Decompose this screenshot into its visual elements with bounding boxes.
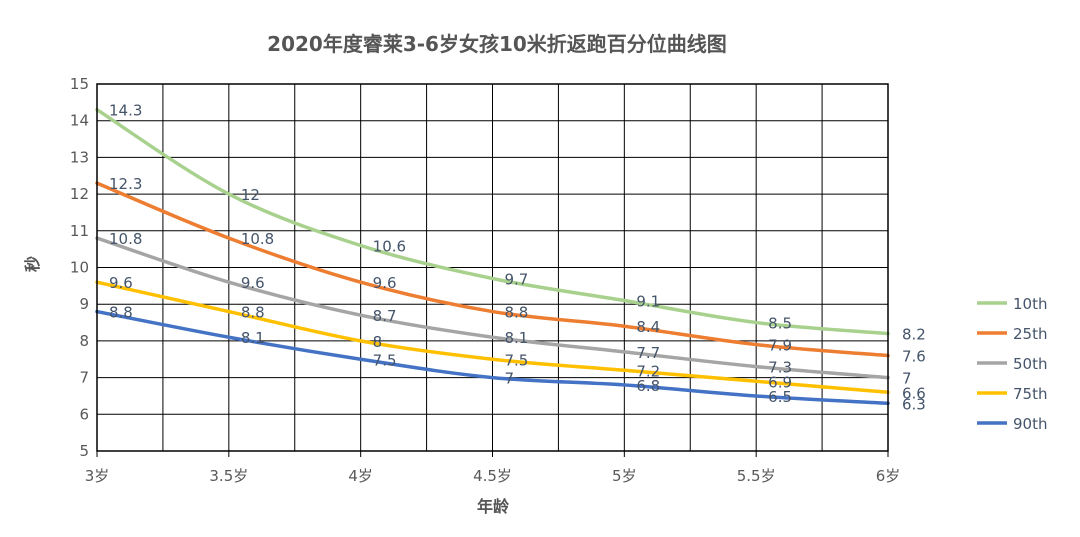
axes: 5 6 7 8 9 10 11 12 13 14 15 3岁 3.5岁 4岁 4.5岁 5岁 5.5岁 6岁 [70, 75, 900, 485]
x-tick-label: 6岁 [876, 467, 901, 485]
data-label: 10.8 [241, 230, 274, 248]
series-line-75th [95, 280, 890, 395]
y-tick-label: 9 [79, 295, 89, 313]
legend-label: 25th [1013, 325, 1047, 343]
x-tick-label: 3岁 [85, 467, 110, 485]
data-label: 14.3 [109, 102, 142, 120]
data-label: 6.3 [902, 395, 926, 413]
x-axis-title: 年龄 [477, 497, 510, 516]
data-label: 9.1 [636, 293, 660, 311]
y-tick-label: 5 [79, 442, 89, 460]
data-label: 7.9 [768, 337, 792, 355]
data-label: 6.9 [768, 373, 792, 391]
legend-item-75th: 75th [977, 385, 1047, 403]
data-label: 6.5 [768, 388, 792, 406]
series-line-25th [95, 181, 890, 358]
data-label: 12 [241, 186, 260, 204]
data-label: 8.7 [373, 307, 397, 325]
series-lines [95, 107, 890, 406]
series-line-90th [95, 309, 890, 406]
data-label: 8.8 [109, 304, 133, 322]
data-label: 6.6 [902, 384, 926, 402]
data-label: 7 [902, 370, 912, 388]
y-tick-label: 6 [79, 405, 89, 423]
y-tick-label: 7 [79, 369, 89, 387]
legend-label: 90th [1013, 415, 1047, 433]
data-label: 7.6 [902, 348, 926, 366]
legend: 10th 25th 50th 75th 90th [977, 295, 1047, 433]
y-tick-label: 13 [70, 148, 89, 166]
y-tick-label: 15 [70, 75, 89, 93]
y-tick-label: 8 [79, 332, 89, 350]
data-label: 8.8 [505, 304, 529, 322]
y-tick-label: 12 [70, 185, 89, 203]
x-tick-label: 5.5岁 [737, 467, 776, 485]
x-tick-label: 4.5岁 [473, 467, 512, 485]
x-tick-label: 4岁 [348, 467, 373, 485]
series-line-50th [95, 236, 890, 380]
plot-area-frame [96, 83, 889, 452]
data-label: 8.1 [241, 329, 265, 347]
legend-label: 10th [1013, 295, 1047, 313]
x-tick-label: 5岁 [612, 467, 637, 485]
y-axis-title: 秒 [23, 256, 42, 272]
data-label: 8.5 [768, 315, 792, 333]
y-tick-label: 10 [70, 259, 89, 277]
legend-item-25th: 25th [977, 325, 1047, 343]
data-label: 8.8 [241, 304, 265, 322]
data-label: 7 [505, 370, 515, 388]
data-label: 7.5 [373, 351, 397, 369]
data-label: 9.7 [505, 271, 529, 289]
data-label: 10.8 [109, 230, 142, 248]
data-label: 10.6 [373, 237, 406, 255]
data-label: 6.8 [636, 377, 660, 395]
data-labels: 14.3 12 10.6 9.7 9.1 8.5 8.2 12.3 10.8 9.6 8.8 8.4 7… [109, 102, 926, 414]
legend-label: 50th [1013, 355, 1047, 373]
data-label: 9.6 [241, 274, 265, 292]
y-tick-label: 14 [70, 112, 89, 130]
data-label: 9.6 [109, 274, 133, 292]
data-label: 12.3 [109, 175, 142, 193]
chart-title: 2020年度睿莱3-6岁女孩10米折返跑百分位曲线图 [267, 32, 727, 56]
data-label: 7.7 [636, 344, 660, 362]
legend-label: 75th [1013, 385, 1047, 403]
legend-item-50th: 50th [977, 355, 1047, 373]
y-tick-label: 11 [70, 222, 89, 240]
data-label: 7.5 [505, 351, 529, 369]
data-label: 8.2 [902, 326, 926, 344]
legend-item-10th: 10th [977, 295, 1047, 313]
data-label: 7.3 [768, 359, 792, 377]
legend-item-90th: 90th [977, 415, 1047, 433]
data-label: 8 [373, 333, 383, 351]
x-tick-label: 3.5岁 [209, 467, 248, 485]
data-label: 9.6 [373, 274, 397, 292]
data-label: 8.4 [636, 318, 660, 336]
data-label: 8.1 [505, 329, 529, 347]
series-line-10th [95, 107, 890, 336]
data-label: 7.2 [636, 362, 660, 380]
